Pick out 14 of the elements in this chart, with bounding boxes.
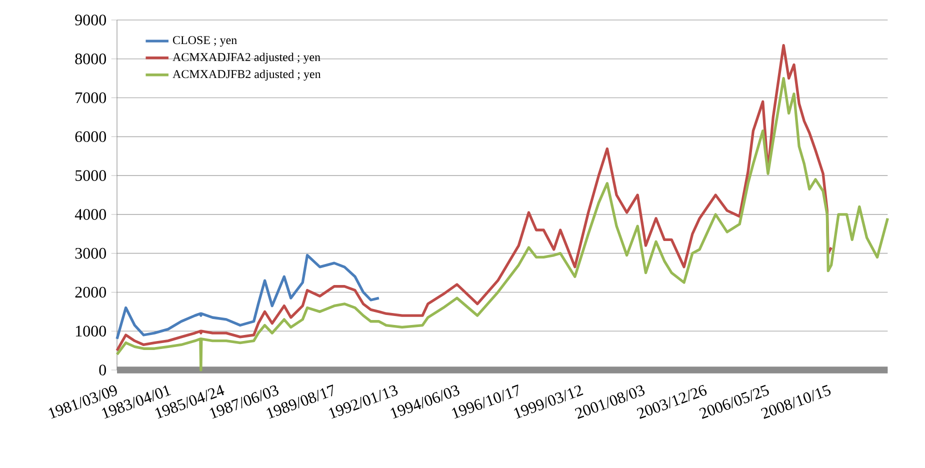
y-tick-label: 6000 — [75, 131, 106, 142]
y-tick-label: 8000 — [75, 53, 106, 64]
y-tick-label: 1000 — [76, 326, 106, 336]
y-tick-label: 5000 — [76, 170, 106, 181]
y-tick-label: 0 — [99, 364, 106, 376]
y-tick-label: 3000 — [75, 248, 106, 259]
line-series — [116, 254, 380, 340]
legend-label: ACMXADJFB2 adjusted ; yen — [172, 70, 321, 81]
y-tick-label: 4000 — [74, 209, 106, 220]
y-tick-label: 7000 — [76, 92, 106, 104]
legend-label: ACMXADJFA2 adjusted ; yen — [172, 52, 320, 64]
y-tick-label: 9000 — [75, 14, 106, 26]
y-tick-label: 2000 — [75, 286, 106, 298]
legend-label: CLOSE ; yen — [172, 36, 237, 47]
